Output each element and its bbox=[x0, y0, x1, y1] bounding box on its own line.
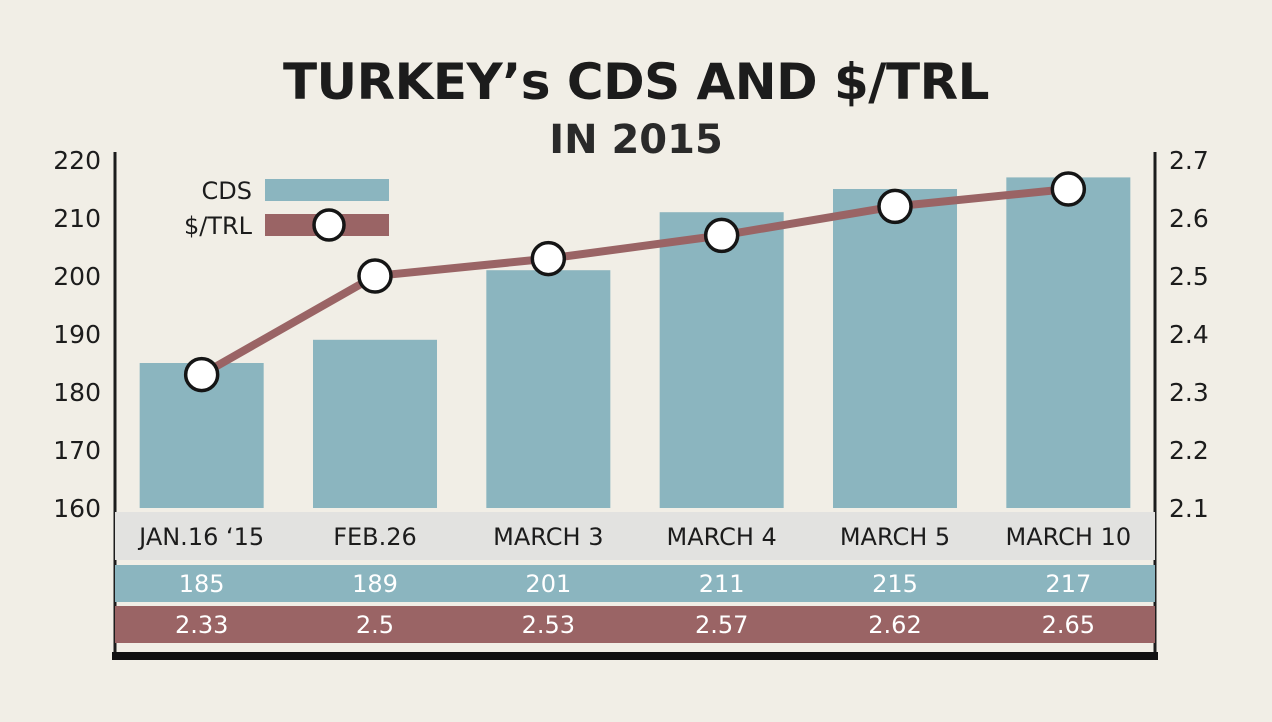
left-axis-tick-label: 170 bbox=[53, 436, 101, 465]
cds-bar bbox=[1006, 177, 1131, 508]
bottom-rule bbox=[112, 652, 1158, 660]
usdtrl-data-label: 2.65 bbox=[1042, 611, 1095, 639]
legend-swatch-cds bbox=[265, 179, 389, 201]
left-axis-tick-label: 200 bbox=[53, 262, 101, 291]
cds-bar bbox=[486, 270, 611, 508]
left-axis-tick-label: 160 bbox=[53, 494, 101, 523]
usdtrl-point bbox=[877, 188, 913, 225]
usdtrl-data-label: 2.5 bbox=[356, 611, 394, 639]
cds-data-label: 217 bbox=[1045, 570, 1091, 598]
usdtrl-data-label: 2.57 bbox=[695, 611, 748, 639]
right-axis-tick-label: 2.5 bbox=[1169, 262, 1209, 291]
usdtrl-point bbox=[183, 356, 220, 393]
usdtrl-data-label: 2.53 bbox=[522, 611, 575, 639]
right-axis-tick-label: 2.4 bbox=[1169, 320, 1209, 349]
legend-marker-usdtrl bbox=[312, 208, 346, 242]
usdtrl-value-row bbox=[115, 606, 1155, 643]
cds-data-label: 201 bbox=[525, 570, 571, 598]
usdtrl-point bbox=[530, 240, 567, 277]
category-band bbox=[115, 512, 1155, 560]
cds-data-label: 189 bbox=[352, 570, 398, 598]
right-axis-tick-label: 2.7 bbox=[1169, 146, 1209, 175]
cds-bar bbox=[833, 189, 957, 508]
cds-bar bbox=[313, 339, 437, 508]
cds-data-label: 185 bbox=[179, 570, 225, 598]
category-label: MARCH 5 bbox=[840, 523, 950, 551]
cds-bar bbox=[659, 212, 784, 508]
right-axis-tick-label: 2.2 bbox=[1169, 436, 1209, 465]
right-axis-tick-label: 2.1 bbox=[1169, 494, 1209, 523]
usdtrl-point bbox=[703, 217, 740, 254]
left-axis-tick-label: 190 bbox=[53, 320, 101, 349]
legend-label: $/TRL bbox=[184, 212, 253, 240]
left-axis-tick-label: 220 bbox=[53, 146, 101, 175]
category-label: MARCH 3 bbox=[493, 523, 603, 551]
chart-subtitle: IN 2015 bbox=[549, 117, 723, 163]
usdtrl-point bbox=[357, 258, 393, 294]
right-axis-tick-label: 2.3 bbox=[1169, 378, 1209, 407]
cds-data-label: 211 bbox=[699, 570, 745, 598]
category-label: FEB.26 bbox=[333, 523, 417, 551]
chart-title: TURKEY’s CDS AND $/TRL bbox=[282, 53, 990, 111]
legend-label: CDS bbox=[202, 177, 252, 205]
category-label: MARCH 4 bbox=[667, 523, 777, 551]
usdtrl-point bbox=[1050, 171, 1087, 207]
cds-value-row bbox=[115, 565, 1155, 602]
category-label: MARCH 10 bbox=[1006, 523, 1132, 551]
category-label: JAN.16 ‘15 bbox=[137, 523, 264, 551]
usdtrl-data-label: 2.62 bbox=[868, 611, 921, 639]
left-axis-tick-label: 180 bbox=[53, 378, 101, 407]
left-axis-tick-label: 210 bbox=[53, 204, 101, 233]
usdtrl-line bbox=[199, 185, 1069, 379]
cds-data-label: 215 bbox=[872, 570, 918, 598]
usdtrl-data-label: 2.33 bbox=[175, 611, 228, 639]
right-axis-tick-label: 2.6 bbox=[1169, 204, 1209, 233]
